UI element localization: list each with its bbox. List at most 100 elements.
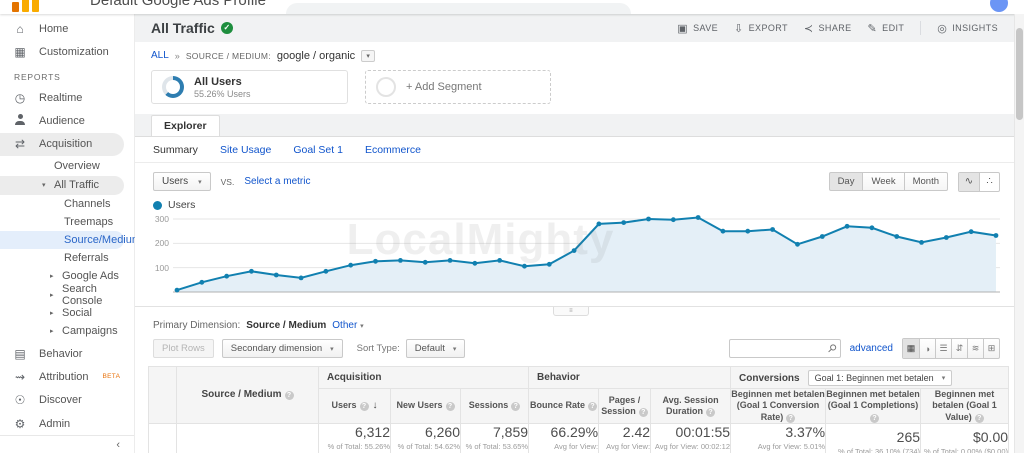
breadcrumb-all-link[interactable]: ALL bbox=[151, 50, 169, 61]
subtab-summary[interactable]: Summary bbox=[153, 144, 198, 156]
save-icon: ▣ bbox=[677, 22, 689, 35]
help-icon[interactable]: ? bbox=[638, 407, 648, 417]
sidebar-item-discover[interactable]: ☉ Discover bbox=[14, 393, 82, 408]
sidebar-item-referrals[interactable]: Referrals bbox=[64, 252, 109, 265]
granularity-week-button[interactable]: Week bbox=[863, 172, 905, 191]
main-content: All Traffic ✓ ▣ SAVE ⇩ EXPORT ≺ SHARE ✎ … bbox=[135, 14, 1024, 453]
sidebar-item-all-traffic[interactable]: ▾ All Traffic bbox=[0, 175, 124, 196]
help-icon[interactable]: ? bbox=[588, 402, 598, 412]
help-icon[interactable]: ? bbox=[445, 402, 455, 412]
collapse-sidebar-icon[interactable]: ‹ bbox=[116, 438, 120, 451]
sidebar-item-treemaps[interactable]: Treemaps bbox=[64, 216, 114, 229]
discover-icon: ☉ bbox=[14, 393, 26, 408]
sidebar-item-audience[interactable]: Audience bbox=[0, 109, 134, 132]
sidebar-item-source-medium[interactable]: Source/Medium bbox=[0, 231, 141, 250]
secondary-dimension-dropdown[interactable]: Secondary dimension ▾ bbox=[221, 339, 343, 358]
share-icon: ≺ bbox=[803, 22, 814, 35]
line-chart-toggle-icon[interactable]: ∿ bbox=[959, 172, 979, 191]
subtab-site-usage[interactable]: Site Usage bbox=[219, 144, 272, 156]
column-header-goal-conversion-rate[interactable]: Beginnen met betalen (Goal 1 Conversion … bbox=[730, 388, 827, 424]
table-totals-row: 6,312% of Total: 55.26% (11,423) 6,260% … bbox=[148, 422, 1010, 453]
totals-bounce-rate: 66.29% bbox=[550, 423, 599, 440]
comparison-view-icon[interactable]: ⇵ bbox=[951, 339, 967, 358]
help-icon[interactable]: ? bbox=[359, 401, 369, 411]
edit-button[interactable]: ✎ EDIT bbox=[867, 22, 905, 35]
column-header-new-users[interactable]: New Users? bbox=[390, 388, 461, 424]
chart-y-axis: 100 200 300 bbox=[154, 214, 169, 273]
sidebar-item-attribution[interactable]: ⇝ Attribution BETA bbox=[14, 369, 121, 384]
sidebar-item-campaigns[interactable]: ▸ Campaigns bbox=[50, 324, 118, 337]
help-icon[interactable]: ? bbox=[284, 391, 294, 401]
vertical-scrollbar[interactable] bbox=[1014, 14, 1024, 453]
column-header-sessions[interactable]: Sessions? bbox=[459, 388, 530, 424]
sort-type-dropdown[interactable]: Default ▾ bbox=[405, 339, 466, 358]
sidebar-item-channels[interactable]: Channels bbox=[64, 198, 111, 211]
plot-rows-button[interactable]: Plot Rows bbox=[153, 339, 214, 358]
global-search-input[interactable] bbox=[286, 3, 631, 14]
scrollbar-thumb[interactable] bbox=[1016, 28, 1023, 120]
subtab-ecommerce[interactable]: Ecommerce bbox=[364, 144, 421, 156]
analytics-logo-icon[interactable] bbox=[12, 0, 42, 12]
audience-icon bbox=[13, 114, 27, 127]
goal-selector-dropdown[interactable]: Goal 1: Beginnen met betalen ▾ bbox=[807, 369, 953, 386]
term-cloud-view-icon[interactable]: ≋ bbox=[967, 339, 983, 358]
subtab-goal-set-1[interactable]: Goal Set 1 bbox=[293, 144, 343, 156]
avatar[interactable] bbox=[990, 0, 1008, 12]
sidebar-item-google-ads[interactable]: ▸ Google Ads bbox=[50, 270, 119, 283]
help-icon[interactable]: ? bbox=[870, 413, 880, 423]
breadcrumb-dimension: SOURCE / MEDIUM: bbox=[185, 50, 271, 61]
select-metric-link[interactable]: Select a metric bbox=[244, 176, 311, 187]
pivot-view-icon[interactable]: ⊞ bbox=[983, 339, 999, 358]
sidebar-item-home[interactable]: ⌂ Home bbox=[0, 17, 134, 40]
column-header-bounce-rate[interactable]: Bounce Rate? bbox=[528, 388, 600, 424]
help-icon[interactable]: ? bbox=[511, 402, 521, 412]
tab-explorer[interactable]: Explorer bbox=[151, 115, 220, 137]
page-title: All Traffic bbox=[151, 20, 215, 36]
sidebar-item-realtime[interactable]: ◷ Realtime bbox=[14, 90, 83, 105]
profile-title[interactable]: Default Google Ads Profile bbox=[90, 0, 266, 9]
table-view-icon[interactable]: ▦ bbox=[903, 339, 919, 358]
admin-icon: ⚙ bbox=[14, 416, 26, 431]
help-icon[interactable]: ? bbox=[786, 413, 796, 423]
sidebar-item-customization[interactable]: ▦ Customization bbox=[14, 45, 109, 60]
save-button[interactable]: ▣ SAVE bbox=[677, 22, 719, 35]
granularity-month-button[interactable]: Month bbox=[904, 172, 948, 191]
primary-dimension-label: Primary Dimension: bbox=[153, 320, 241, 331]
column-header-pages-session[interactable]: Pages / Session? bbox=[598, 388, 652, 424]
add-segment-button[interactable]: + Add Segment bbox=[365, 70, 551, 104]
column-header-avg-session-duration[interactable]: Avg. Session Duration? bbox=[650, 388, 732, 424]
behavior-icon: ▤ bbox=[14, 346, 26, 361]
share-button[interactable]: ≺ SHARE bbox=[803, 22, 852, 35]
motion-chart-toggle-icon[interactable]: ∴ bbox=[979, 172, 999, 191]
chart-collapse-handle[interactable]: ≡ bbox=[552, 307, 589, 316]
help-icon[interactable]: ? bbox=[974, 413, 984, 423]
sidebar-item-social[interactable]: ▸ Social bbox=[50, 306, 92, 319]
primary-dimension-other-link[interactable]: Other ▾ bbox=[332, 320, 364, 331]
granularity-day-button[interactable]: Day bbox=[828, 172, 864, 191]
insights-button[interactable]: ◎ INSIGHTS bbox=[937, 22, 998, 35]
performance-view-icon[interactable]: ☰ bbox=[935, 339, 951, 358]
sidebar-item-behavior[interactable]: ▤ Behavior bbox=[14, 346, 83, 361]
traffic-line-chart[interactable]: 100 200 300 LocalMighty bbox=[147, 213, 1000, 297]
totals-avg-session-duration: 00:01:55 bbox=[675, 423, 731, 440]
percentage-view-icon[interactable]: ◑ bbox=[919, 339, 935, 358]
column-header-goal-completions[interactable]: Beginnen met betalen (Goal 1 Completions… bbox=[825, 388, 922, 424]
reports-section-label: REPORTS bbox=[14, 71, 61, 82]
breadcrumb-dropdown-icon[interactable]: ▾ bbox=[361, 49, 376, 62]
metric-dropdown[interactable]: Users ▾ bbox=[153, 172, 211, 191]
sidebar-item-acquisition[interactable]: ⇄ Acquisition bbox=[0, 132, 124, 157]
column-header-goal-value[interactable]: Beginnen met betalen (Goal 1 Value)? bbox=[920, 388, 1010, 424]
sidebar-item-admin[interactable]: ⚙ Admin bbox=[14, 416, 71, 431]
chevron-down-icon: ▾ bbox=[198, 178, 202, 186]
help-icon[interactable]: ? bbox=[706, 407, 716, 417]
sidebar-item-overview[interactable]: Overview bbox=[54, 159, 100, 172]
export-button[interactable]: ⇩ EXPORT bbox=[734, 22, 788, 35]
select-all-cell[interactable] bbox=[148, 366, 177, 424]
table-search-input[interactable] bbox=[733, 343, 828, 354]
sidebar-item-search-console[interactable]: ▸ Search Console bbox=[50, 282, 103, 307]
primary-dimension-source-medium[interactable]: Source / Medium bbox=[246, 320, 327, 331]
segment-all-users[interactable]: All Users 55.26% Users bbox=[151, 70, 348, 104]
advanced-search-link[interactable]: advanced bbox=[849, 343, 893, 354]
column-header-users[interactable]: Users? ↓ bbox=[318, 388, 391, 424]
column-header-source-medium[interactable]: Source / Medium? bbox=[176, 366, 319, 424]
